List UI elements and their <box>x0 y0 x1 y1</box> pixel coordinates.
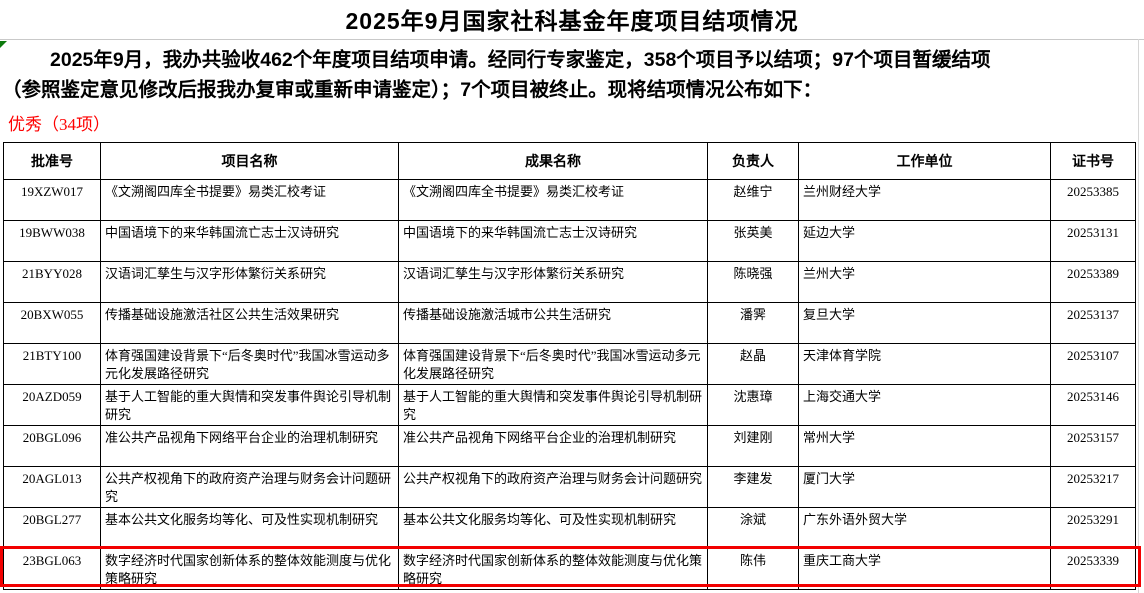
cell-achievement-name: 中国语境下的来华韩国流亡志士汉诗研究 <box>398 220 708 262</box>
table-row: 20BGL096 准公共产品视角下网络平台企业的治理机制研究 准公共产品视角下网络平… <box>3 425 1136 467</box>
cell-certificate-no: 20253339 <box>1050 548 1136 590</box>
cell-leader: 赵晶 <box>707 343 799 385</box>
cell-achievement-name: 基于人工智能的重大舆情和突发事件舆论引导机制研究 <box>398 384 708 426</box>
table-row-highlighted: 23BGL063 数字经济时代国家创新体系的整体效能测度与优化策略研究 数字经济时代… <box>3 548 1136 590</box>
cell-achievement-name: 汉语词汇孳生与汉字形体繁衍关系研究 <box>398 261 708 303</box>
table-row: 19XZW017 《文溯阁四库全书提要》易类汇校考证 《文溯阁四库全书提要》易类汇校… <box>3 179 1136 221</box>
cell-approval-no: 20AZD059 <box>3 384 101 426</box>
table-row: 20AGL013 公共产权视角下的政府资产治理与财务会计问题研究 公共产权视角下的政… <box>3 466 1136 508</box>
cell-leader: 涂斌 <box>707 507 799 549</box>
table-header-row: 批准号 项目名称 成果名称 负责人 工作单位 证书号 <box>3 142 1136 180</box>
cell-leader: 陈伟 <box>707 548 799 590</box>
cell-institution: 兰州财经大学 <box>798 179 1051 221</box>
cell-certificate-no: 20253157 <box>1050 425 1136 467</box>
cell-institution: 兰州大学 <box>798 261 1051 303</box>
cell-project-name: 汉语词汇孳生与汉字形体繁衍关系研究 <box>100 261 399 303</box>
cell-institution: 重庆工商大学 <box>798 548 1051 590</box>
table-row: 19BWW038 中国语境下的来华韩国流亡志士汉诗研究 中国语境下的来华韩国流亡志士… <box>3 220 1136 262</box>
intro-paragraph: 2025年9月，我办共验收462个年度项目结项申请。经同行专家鉴定，358个项目… <box>2 45 1138 105</box>
header-certificate-no: 证书号 <box>1050 142 1136 180</box>
cell-approval-no: 23BGL063 <box>3 548 101 590</box>
cell-achievement-name: 准公共产品视角下网络平台企业的治理机制研究 <box>398 425 708 467</box>
header-institution: 工作单位 <box>798 142 1051 180</box>
cell-approval-no: 20AGL013 <box>3 466 101 508</box>
cell-approval-no: 20BGL277 <box>3 507 101 549</box>
cell-project-name: 准公共产品视角下网络平台企业的治理机制研究 <box>100 425 399 467</box>
cell-certificate-no: 20253131 <box>1050 220 1136 262</box>
intro-line-2: （参照鉴定意见修改后报我办复审或重新申请鉴定）；7个项目被终止。现将结项情况公布… <box>2 79 823 101</box>
page-title: 2025年9月国家社科基金年度项目结项情况 <box>345 8 799 34</box>
table-row: 21BYY028 汉语词汇孳生与汉字形体繁衍关系研究 汉语词汇孳生与汉字形体繁衍关系… <box>3 261 1136 303</box>
cell-institution: 天津体育学院 <box>798 343 1051 385</box>
cell-project-name: 中国语境下的来华韩国流亡志士汉诗研究 <box>100 220 399 262</box>
cell-project-name: 体育强国建设背景下“后冬奥时代”我国冰雪运动多元化发展路径研究 <box>100 343 399 385</box>
cell-certificate-no: 20253389 <box>1050 261 1136 303</box>
header-achievement-name: 成果名称 <box>398 142 708 180</box>
cell-achievement-name: 体育强国建设背景下“后冬奥时代”我国冰雪运动多元化发展路径研究 <box>398 343 708 385</box>
cell-achievement-name: 《文溯阁四库全书提要》易类汇校考证 <box>398 179 708 221</box>
section-label-excellent: 优秀（34项） <box>8 115 110 134</box>
cell-institution: 广东外语外贸大学 <box>798 507 1051 549</box>
cell-project-name: 传播基础设施激活社区公共生活效果研究 <box>100 302 399 344</box>
cell-certificate-no: 20253107 <box>1050 343 1136 385</box>
cell-achievement-name: 传播基础设施激活城市公共生活研究 <box>398 302 708 344</box>
cell-certificate-no: 20253146 <box>1050 384 1136 426</box>
cell-project-name: 公共产权视角下的政府资产治理与财务会计问题研究 <box>100 466 399 508</box>
cell-approval-no: 20BXW055 <box>3 302 101 344</box>
cell-project-name: 基本公共文化服务均等化、可及性实现机制研究 <box>100 507 399 549</box>
cell-institution: 延边大学 <box>798 220 1051 262</box>
cell-leader: 赵维宁 <box>707 179 799 221</box>
cell-leader: 沈惠璋 <box>707 384 799 426</box>
cell-institution: 上海交通大学 <box>798 384 1051 426</box>
cell-approval-no: 21BYY028 <box>3 261 101 303</box>
cell-error-marker-icon <box>0 41 7 48</box>
cell-certificate-no: 20253217 <box>1050 466 1136 508</box>
table-row: 20BXW055 传播基础设施激活社区公共生活效果研究 传播基础设施激活城市公共生活… <box>3 302 1136 344</box>
header-approval-no: 批准号 <box>3 142 101 180</box>
cell-certificate-no: 20253385 <box>1050 179 1136 221</box>
cell-approval-no: 21BTY100 <box>3 343 101 385</box>
cell-achievement-name: 基本公共文化服务均等化、可及性实现机制研究 <box>398 507 708 549</box>
cell-achievement-name: 公共产权视角下的政府资产治理与财务会计问题研究 <box>398 466 708 508</box>
cell-project-name: 数字经济时代国家创新体系的整体效能测度与优化策略研究 <box>100 548 399 590</box>
cell-approval-no: 19XZW017 <box>3 179 101 221</box>
header-project-name: 项目名称 <box>100 142 399 180</box>
table-row: 21BTY100 体育强国建设背景下“后冬奥时代”我国冰雪运动多元化发展路径研究体… <box>3 343 1136 385</box>
spreadsheet-gridline-vertical <box>1138 39 1139 593</box>
cell-leader: 陈晓强 <box>707 261 799 303</box>
cell-leader: 李建发 <box>707 466 799 508</box>
cell-institution: 厦门大学 <box>798 466 1051 508</box>
cell-institution: 常州大学 <box>798 425 1051 467</box>
cell-leader: 张英美 <box>707 220 799 262</box>
cell-leader: 潘霁 <box>707 302 799 344</box>
intro-line-1: 2025年9月，我办共验收462个年度项目结项申请。经同行专家鉴定，358个项目… <box>50 49 991 71</box>
cell-certificate-no: 20253137 <box>1050 302 1136 344</box>
cell-approval-no: 19BWW038 <box>3 220 101 262</box>
cell-approval-no: 20BGL096 <box>3 425 101 467</box>
table-body: 19XZW017 《文溯阁四库全书提要》易类汇校考证 《文溯阁四库全书提要》易类汇校… <box>3 179 1136 590</box>
table-row: 20AZD059 基于人工智能的重大舆情和突发事件舆论引导机制研究 基于人工智能的重… <box>3 384 1136 426</box>
header-leader: 负责人 <box>707 142 799 180</box>
cell-achievement-name: 数字经济时代国家创新体系的整体效能测度与优化策略研究 <box>398 548 708 590</box>
cell-leader: 刘建刚 <box>707 425 799 467</box>
table-row: 20BGL277 基本公共文化服务均等化、可及性实现机制研究 基本公共文化服务均等化… <box>3 507 1136 549</box>
cell-certificate-no: 20253291 <box>1050 507 1136 549</box>
cell-institution: 复旦大学 <box>798 302 1051 344</box>
cell-project-name: 《文溯阁四库全书提要》易类汇校考证 <box>100 179 399 221</box>
cell-project-name: 基于人工智能的重大舆情和突发事件舆论引导机制研究 <box>100 384 399 426</box>
results-table: 批准号 项目名称 成果名称 负责人 工作单位 证书号 19XZW017 《文溯阁四… <box>3 142 1136 590</box>
spreadsheet-gridline-horizontal <box>0 39 1144 40</box>
